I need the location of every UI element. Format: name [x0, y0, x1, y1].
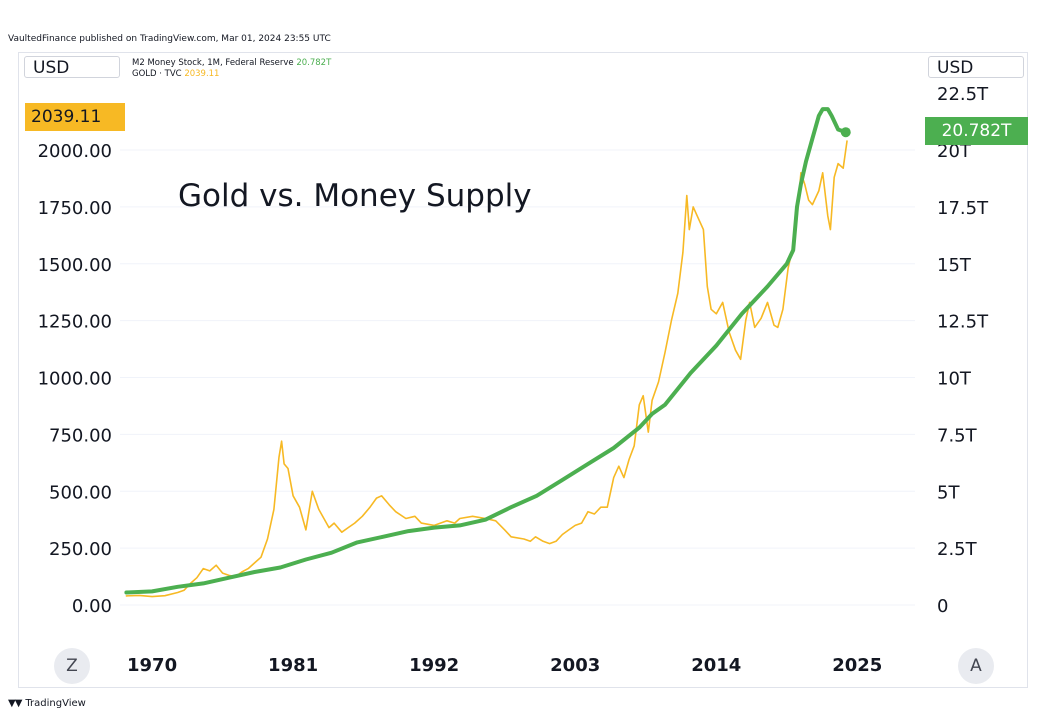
left-axis-tick-label: 250.00	[49, 539, 112, 560]
x-axis-tick-label: 1970	[127, 655, 177, 676]
m2-value-badge: 20.782T	[925, 117, 1028, 145]
tradingview-logo-icon: ▼▼	[8, 698, 22, 709]
right-axis-tick-label: 20T	[937, 141, 972, 162]
left-axis-tick-label: 2000.00	[38, 141, 112, 162]
right-axis-tick-label: 15T	[937, 255, 972, 276]
gold-price-line	[125, 140, 848, 598]
left-axis-tick-label: 1000.00	[38, 369, 112, 390]
legend-m2-value: 20.782T	[296, 58, 332, 68]
x-axis-tick-label: 2014	[691, 655, 741, 676]
right-axis-tick-label: 22.5T	[937, 84, 989, 105]
left-axis-tick-label: 500.00	[49, 482, 112, 503]
gold-price-badge: 2039.11	[25, 103, 125, 131]
m2-last-point	[840, 127, 851, 138]
x-axis-tick-label: 2025	[832, 655, 882, 676]
left-axis-tick-label: 0.00	[72, 596, 112, 617]
left-currency-selector[interactable]: USD	[24, 56, 120, 78]
legend-gold-label: GOLD · TVC	[132, 69, 182, 79]
x-axis-tick-label: 1992	[409, 655, 459, 676]
legend-m2[interactable]: M2 Money Stock, 1M, Federal Reserve 20.7…	[132, 58, 331, 69]
chart-legend: M2 Money Stock, 1M, Federal Reserve 20.7…	[132, 58, 331, 80]
tradingview-logo[interactable]: ▼▼ TradingView	[8, 698, 86, 709]
legend-gold-value: 2039.11	[184, 69, 220, 79]
left-axis-tick-label: 1750.00	[38, 198, 112, 219]
left-axis-tick-label: 1500.00	[38, 255, 112, 276]
right-axis-tick-label: 0	[937, 596, 948, 617]
legend-m2-label: M2 Money Stock, 1M, Federal Reserve	[132, 58, 294, 68]
published-note: VaultedFinance published on TradingView.…	[8, 34, 331, 44]
right-axis-tick-label: 5T	[937, 482, 960, 503]
right-axis-tick-label: 17.5T	[937, 198, 989, 219]
chart-frame	[18, 52, 1028, 688]
chart-annotation: Gold vs. Money Supply	[178, 178, 532, 214]
auto-scale-button[interactable]: A	[958, 648, 994, 684]
right-axis-tick-label: 10T	[937, 369, 972, 390]
legend-gold[interactable]: GOLD · TVC 2039.11	[132, 69, 331, 80]
left-axis-tick-label: 750.00	[49, 425, 112, 446]
right-axis-tick-label: 2.5T	[937, 539, 978, 560]
zoom-button[interactable]: Z	[54, 648, 90, 684]
right-axis-tick-label: 12.5T	[937, 312, 989, 333]
tradingview-brand: TradingView	[25, 698, 86, 709]
right-axis-tick-label: 7.5T	[937, 425, 978, 446]
m2-money-supply-line	[124, 107, 848, 595]
x-axis-tick-label: 1981	[268, 655, 318, 676]
right-currency-selector[interactable]: USD	[928, 56, 1024, 78]
x-axis-tick-label: 2003	[550, 655, 600, 676]
left-axis-tick-label: 1250.00	[38, 312, 112, 333]
